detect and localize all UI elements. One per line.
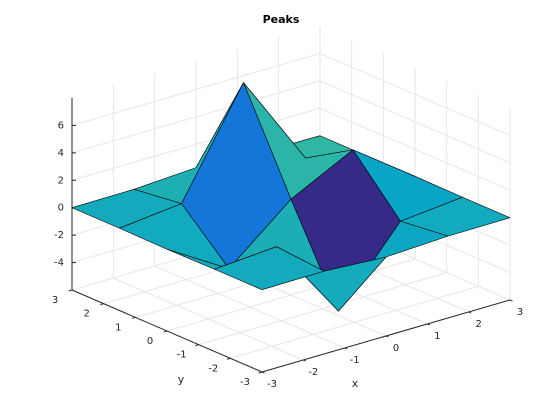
x-axis	[261, 299, 511, 373]
x-tick-label: 1	[434, 331, 440, 342]
y-axis-label: y	[178, 373, 185, 386]
y-axis	[71, 289, 263, 373]
z-tick-label: 4	[58, 148, 64, 159]
surface-face	[214, 246, 325, 291]
z-tick-label: -2	[54, 230, 64, 241]
y-tick-label: 1	[115, 322, 121, 333]
y-tick-label: 3	[52, 295, 58, 306]
chart-title: Peaks	[263, 13, 300, 26]
grid-line	[71, 52, 321, 126]
grid-line	[71, 80, 321, 154]
grid-line	[319, 80, 511, 164]
y-tick-label: 2	[83, 309, 89, 320]
tick-mark	[68, 289, 73, 292]
tick-mark	[509, 299, 513, 302]
grid-line	[319, 107, 511, 191]
y-tick-label: -1	[177, 350, 187, 361]
x-tick-label: 2	[475, 319, 481, 330]
grid-line	[230, 285, 479, 359]
x-tick-label: -2	[308, 367, 318, 378]
z-tick-label: -4	[54, 258, 64, 269]
z-tick-label: 2	[58, 175, 64, 186]
grid-line	[319, 52, 511, 136]
grid-line	[71, 107, 321, 181]
x-tick-label: -3	[267, 379, 277, 390]
x-tick-label: 0	[393, 343, 399, 354]
z-tick-label: 0	[58, 203, 64, 214]
x-tick-label: -1	[350, 355, 360, 366]
y-tick-label: -3	[240, 377, 250, 388]
z-tick-label: 6	[58, 120, 64, 131]
y-tick-label: -2	[208, 363, 218, 374]
x-axis-label: x	[352, 377, 359, 390]
grid-line	[198, 272, 447, 346]
x-tick-label: 3	[517, 307, 523, 318]
y-tick-label: 0	[147, 336, 153, 347]
